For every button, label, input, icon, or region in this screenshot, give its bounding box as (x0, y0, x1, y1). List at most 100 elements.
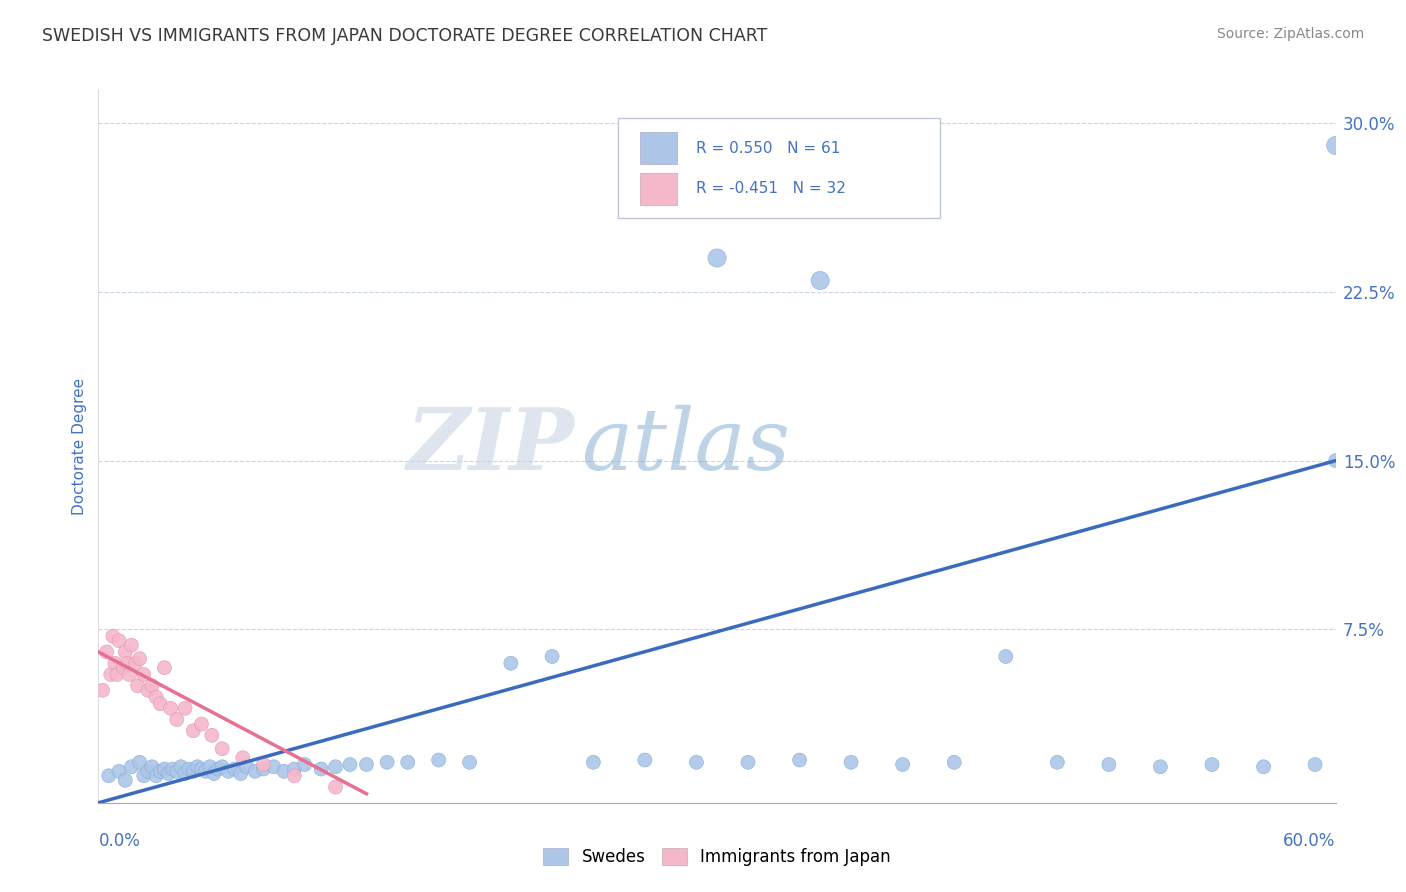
Ellipse shape (101, 769, 115, 783)
Ellipse shape (112, 633, 127, 648)
Y-axis label: Doctorate Degree: Doctorate Degree (72, 377, 87, 515)
Ellipse shape (186, 764, 200, 779)
Ellipse shape (112, 764, 127, 779)
Ellipse shape (329, 780, 343, 794)
Ellipse shape (546, 649, 560, 664)
Ellipse shape (277, 764, 291, 779)
Ellipse shape (360, 757, 374, 772)
Ellipse shape (811, 271, 830, 290)
Text: Source: ZipAtlas.com: Source: ZipAtlas.com (1216, 27, 1364, 41)
Ellipse shape (1308, 757, 1322, 772)
Ellipse shape (202, 760, 217, 773)
Ellipse shape (153, 697, 167, 711)
Ellipse shape (136, 667, 150, 681)
Ellipse shape (298, 757, 312, 772)
Ellipse shape (157, 661, 172, 674)
Ellipse shape (1257, 760, 1271, 773)
Text: SWEDISH VS IMMIGRANTS FROM JAPAN DOCTORATE DEGREE CORRELATION CHART: SWEDISH VS IMMIGRANTS FROM JAPAN DOCTORA… (42, 27, 768, 45)
Ellipse shape (122, 667, 136, 681)
Ellipse shape (170, 764, 184, 779)
Ellipse shape (1102, 757, 1116, 772)
Ellipse shape (104, 667, 118, 681)
Ellipse shape (121, 657, 135, 670)
Ellipse shape (179, 766, 193, 780)
Ellipse shape (194, 717, 208, 731)
Ellipse shape (638, 753, 652, 767)
Ellipse shape (896, 757, 910, 772)
Ellipse shape (145, 679, 159, 693)
Ellipse shape (162, 766, 176, 780)
Ellipse shape (100, 645, 114, 659)
Ellipse shape (215, 742, 229, 756)
Text: ZIP: ZIP (406, 404, 575, 488)
Ellipse shape (1153, 760, 1167, 773)
FancyBboxPatch shape (640, 173, 678, 205)
Ellipse shape (236, 751, 250, 764)
Ellipse shape (149, 769, 163, 783)
Ellipse shape (689, 756, 703, 769)
Ellipse shape (432, 753, 446, 767)
Ellipse shape (221, 764, 235, 779)
Ellipse shape (205, 728, 219, 742)
Ellipse shape (141, 764, 155, 779)
Ellipse shape (1327, 136, 1344, 154)
Ellipse shape (240, 760, 254, 773)
Ellipse shape (132, 652, 146, 665)
Text: R = 0.550   N = 61: R = 0.550 N = 61 (696, 141, 841, 155)
FancyBboxPatch shape (640, 132, 678, 164)
Ellipse shape (174, 760, 188, 773)
Ellipse shape (96, 683, 110, 698)
Ellipse shape (247, 764, 262, 779)
Ellipse shape (709, 249, 725, 267)
Ellipse shape (108, 657, 122, 670)
Ellipse shape (1050, 756, 1064, 769)
Ellipse shape (267, 760, 281, 773)
Ellipse shape (163, 701, 177, 715)
Ellipse shape (132, 756, 146, 769)
Ellipse shape (211, 762, 225, 776)
Ellipse shape (1205, 757, 1219, 772)
Ellipse shape (145, 760, 159, 773)
Ellipse shape (166, 762, 180, 776)
Ellipse shape (157, 762, 172, 776)
Ellipse shape (194, 762, 208, 776)
Ellipse shape (110, 667, 124, 681)
Ellipse shape (793, 753, 807, 767)
Ellipse shape (233, 766, 247, 780)
Ellipse shape (179, 701, 193, 715)
Ellipse shape (256, 757, 270, 772)
Ellipse shape (117, 661, 131, 674)
Ellipse shape (401, 756, 415, 769)
Ellipse shape (228, 762, 242, 776)
Ellipse shape (118, 645, 132, 659)
Ellipse shape (380, 756, 394, 769)
Ellipse shape (128, 657, 142, 670)
Ellipse shape (343, 757, 357, 772)
Text: atlas: atlas (581, 405, 790, 487)
Ellipse shape (329, 760, 343, 773)
Ellipse shape (198, 764, 212, 779)
Ellipse shape (190, 760, 204, 773)
Ellipse shape (131, 679, 145, 693)
Ellipse shape (256, 762, 270, 776)
Ellipse shape (207, 766, 221, 780)
Ellipse shape (183, 762, 197, 776)
Ellipse shape (170, 713, 184, 726)
Ellipse shape (741, 756, 755, 769)
Ellipse shape (124, 760, 138, 773)
Ellipse shape (503, 657, 517, 670)
Ellipse shape (118, 773, 132, 788)
Ellipse shape (1329, 454, 1343, 467)
Ellipse shape (136, 769, 150, 783)
Text: R = -0.451   N = 32: R = -0.451 N = 32 (696, 181, 846, 196)
Ellipse shape (149, 690, 163, 704)
Ellipse shape (998, 649, 1012, 664)
Ellipse shape (463, 756, 477, 769)
Ellipse shape (287, 769, 301, 783)
Ellipse shape (287, 762, 301, 776)
Ellipse shape (105, 629, 120, 643)
Ellipse shape (141, 683, 155, 698)
Text: 60.0%: 60.0% (1284, 831, 1336, 849)
Ellipse shape (186, 723, 200, 738)
Ellipse shape (153, 764, 167, 779)
